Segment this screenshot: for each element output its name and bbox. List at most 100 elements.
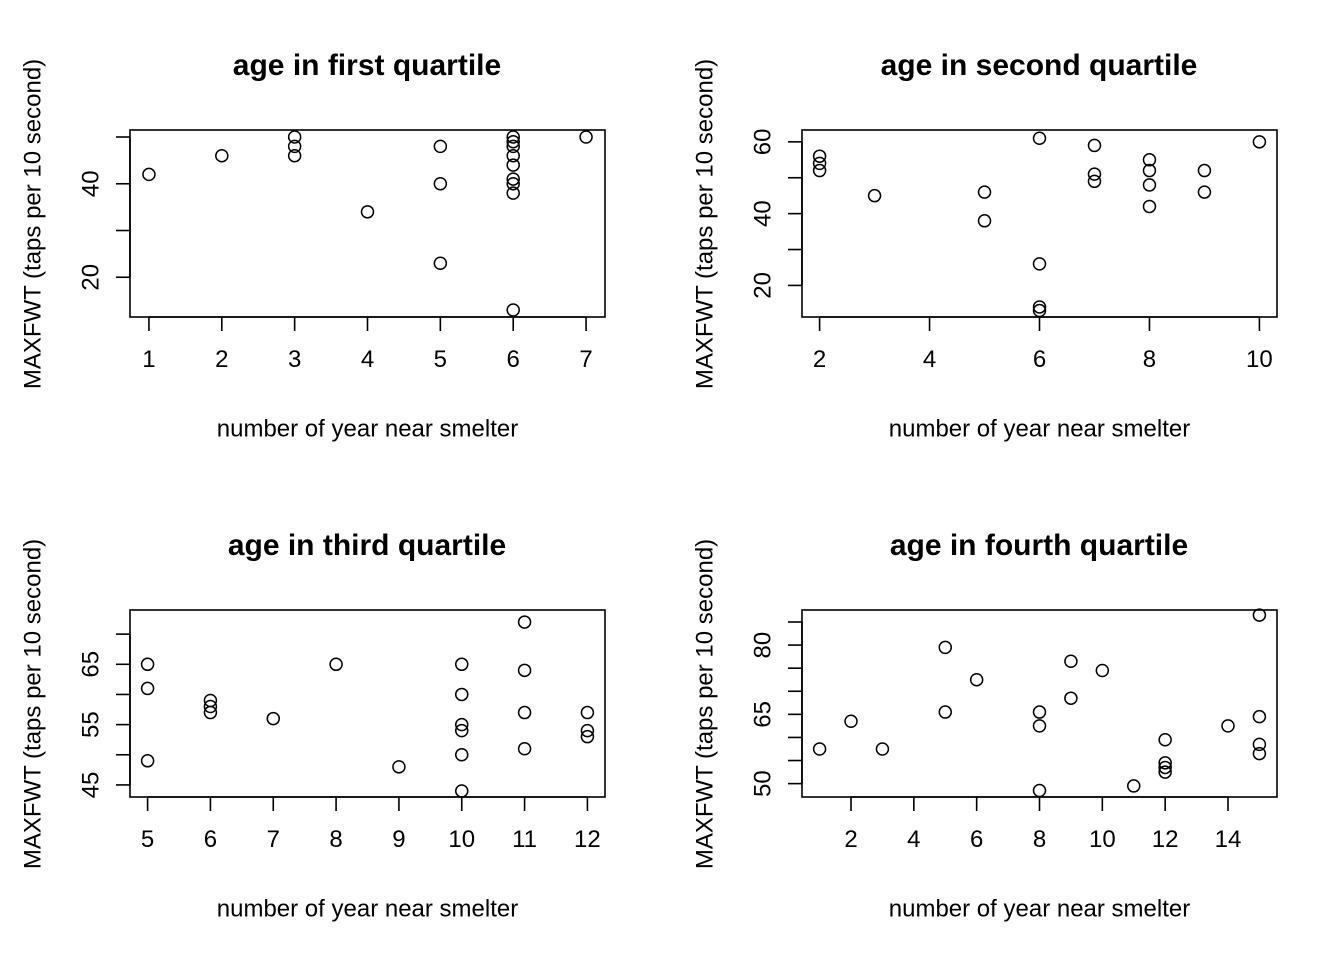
plot-frame (129, 129, 606, 318)
data-point (938, 640, 953, 655)
data-point (1095, 663, 1110, 678)
data-point (844, 714, 858, 729)
data-point (506, 130, 520, 144)
data-point (433, 139, 448, 154)
x-tick-label: 6 (204, 826, 217, 853)
y-tick-label: 40 (749, 200, 776, 227)
data-point (812, 163, 827, 178)
y-axis-label: MAXFWT (taps per 10 second) (19, 59, 46, 389)
data-point (1087, 167, 1102, 181)
data-point (454, 657, 469, 672)
data-point (1158, 765, 1172, 779)
data-point (1087, 138, 1102, 153)
chart-title: age in second quartile (881, 49, 1198, 82)
data-point (454, 687, 469, 702)
data-point (142, 167, 156, 182)
data-point (203, 705, 218, 720)
data-point (506, 158, 520, 172)
data-point (433, 256, 448, 270)
data-point (977, 185, 992, 199)
x-tick-label: 11 (512, 826, 537, 853)
data-point (1252, 709, 1267, 724)
x-axis-label: number of year near smelter (217, 415, 518, 442)
y-tick-label: 40 (77, 170, 104, 197)
x-tick-label: 7 (267, 826, 280, 853)
data-point (360, 205, 375, 219)
x-tick-label: 12 (574, 826, 601, 853)
data-point (812, 149, 827, 163)
x-tick-label: 4 (923, 346, 936, 373)
data-point (867, 188, 882, 203)
data-point (1032, 300, 1047, 314)
x-tick-label: 3 (288, 346, 301, 373)
x-tick-label: 10 (1246, 346, 1273, 373)
data-point (517, 615, 532, 629)
y-tick-label: 65 (77, 651, 104, 678)
x-tick-label: 4 (907, 826, 920, 853)
data-point (287, 130, 302, 144)
data-point (938, 705, 953, 719)
data-point (140, 681, 155, 696)
data-point (1158, 732, 1172, 747)
data-point (1158, 756, 1172, 770)
data-point (215, 148, 229, 163)
data-point (1032, 783, 1047, 798)
data-point (454, 717, 469, 732)
y-tick-label: 45 (77, 772, 104, 799)
data-point (1087, 174, 1102, 189)
x-tick-label: 1 (142, 346, 155, 373)
data-point (1142, 178, 1157, 192)
data-point (506, 172, 520, 186)
x-tick-label: 4 (361, 346, 374, 373)
data-point (1032, 257, 1047, 271)
x-tick-label: 14 (1215, 826, 1242, 853)
data-point (580, 723, 595, 738)
chart-title: age in third quartile (228, 529, 506, 562)
y-tick-label: 20 (749, 272, 776, 299)
x-tick-label: 10 (1089, 826, 1116, 853)
data-point (1252, 135, 1267, 149)
x-tick-label: 6 (507, 346, 520, 373)
x-axis-label: number of year near smelter (217, 895, 518, 922)
data-point (266, 711, 281, 726)
data-point (454, 784, 469, 798)
x-tick-label: 12 (1152, 826, 1179, 853)
y-axis-label: MAXFWT (taps per 10 second) (19, 539, 46, 869)
data-point (140, 754, 155, 768)
data-point (969, 672, 984, 687)
data-point (1142, 163, 1157, 178)
y-tick-label: 20 (77, 264, 104, 291)
x-tick-label: 2 (813, 346, 826, 373)
data-point (1221, 719, 1235, 733)
x-tick-label: 5 (141, 826, 154, 853)
x-tick-label: 5 (434, 346, 447, 373)
data-point (1158, 760, 1172, 775)
x-tick-label: 10 (448, 826, 475, 853)
data-point (580, 729, 595, 744)
data-point (1064, 691, 1078, 705)
data-point (1197, 163, 1212, 178)
data-point (1126, 779, 1141, 793)
data-point (287, 148, 302, 163)
x-tick-label: 2 (215, 346, 228, 373)
y-tick-label: 65 (749, 701, 776, 728)
x-tick-label: 8 (1143, 346, 1156, 373)
x-tick-label: 7 (579, 346, 592, 373)
plot-frame (801, 129, 1278, 318)
data-point (1064, 654, 1078, 669)
data-point (1197, 185, 1212, 199)
data-point (506, 134, 520, 149)
plot-frame (801, 609, 1278, 798)
data-point (977, 214, 992, 228)
x-tick-label: 9 (392, 826, 405, 853)
data-point (140, 657, 155, 672)
x-axis-label: number of year near smelter (889, 895, 1190, 922)
x-axis-label: number of year near smelter (889, 415, 1190, 442)
data-point (454, 723, 469, 738)
data-point (875, 742, 890, 756)
data-point (506, 303, 520, 317)
data-point (579, 130, 593, 144)
data-point (517, 705, 532, 720)
y-tick-label: 80 (749, 632, 776, 659)
